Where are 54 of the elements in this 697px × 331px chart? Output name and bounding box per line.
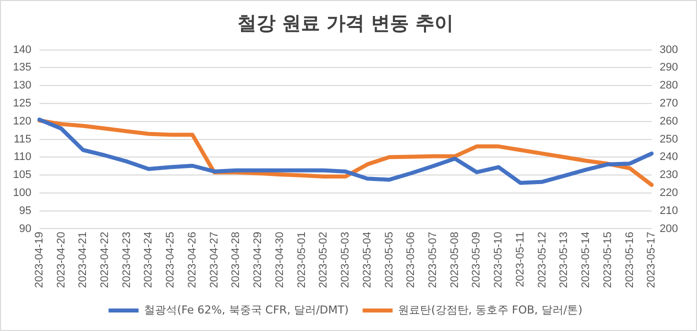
y-tick-label: 135 bbox=[12, 62, 32, 74]
x-tick-label: 2023-05-07 bbox=[427, 232, 439, 288]
y-tick-label: 115 bbox=[14, 133, 32, 146]
x-tick-label: 2023-05-15 bbox=[602, 232, 614, 288]
x-tick-label: 2023-04-25 bbox=[164, 232, 177, 288]
chart-title: 철강 원료 가격 변동 추이 bbox=[237, 12, 454, 34]
x-tick-label: 2023-04-28 bbox=[230, 232, 242, 288]
x-tick-label: 2023-05-16 bbox=[624, 232, 636, 288]
x-tick-label: 2023-05-17 bbox=[646, 232, 658, 288]
x-tick-label: 2023-05-02 bbox=[318, 232, 330, 288]
x-tick-label: 2023-05-12 bbox=[536, 232, 548, 288]
x-tick-label: 2023-05-09 bbox=[470, 232, 483, 288]
x-tick-label: 2023-04-20 bbox=[55, 232, 68, 288]
y-tick-label: 95 bbox=[19, 204, 32, 217]
x-tick-label: 2023-04-19 bbox=[33, 232, 46, 288]
y-tick-label: 125 bbox=[12, 98, 32, 110]
y-tick-label: 105 bbox=[12, 169, 32, 182]
x-tick-label: 2023-05-06 bbox=[405, 232, 418, 288]
y-tick-label: 100 bbox=[12, 186, 32, 199]
y-tick-label: 120 bbox=[12, 115, 32, 128]
y2-tick-label: 290 bbox=[660, 62, 678, 74]
x-tick-label: 2023-04-29 bbox=[252, 232, 264, 288]
y2-tick-label: 240 bbox=[660, 151, 678, 164]
x-tick-label: 2023-05-14 bbox=[580, 232, 592, 288]
x-tick-label: 2023-04-27 bbox=[208, 232, 220, 288]
y2-tick-label: 280 bbox=[660, 80, 678, 92]
y-tick-label: 110 bbox=[14, 151, 32, 164]
y2-tick-label: 200 bbox=[660, 222, 678, 235]
x-tick-label: 2023-04-30 bbox=[274, 232, 286, 288]
y2-tick-label: 230 bbox=[660, 169, 678, 182]
x-tick-label: 2023-05-10 bbox=[492, 232, 505, 288]
x-tick-label: 2023-04-24 bbox=[142, 232, 155, 288]
x-tick-label: 2023-05-01 bbox=[296, 232, 308, 288]
legend-label: 원료탄(강점탄, 동호주 FOB, 달러/톤) bbox=[398, 303, 582, 316]
y2-tick-label: 260 bbox=[660, 115, 678, 128]
x-tick-label: 2023-04-22 bbox=[98, 232, 111, 288]
y2-tick-label: 220 bbox=[660, 186, 678, 199]
x-tick-label: 2023-05-08 bbox=[448, 232, 461, 288]
x-tick-label: 2023-05-04 bbox=[361, 232, 374, 288]
y2-tick-label: 300 bbox=[660, 44, 678, 56]
y-tick-label: 90 bbox=[19, 222, 32, 235]
x-tick-label: 2023-05-03 bbox=[340, 232, 352, 288]
x-tick-label: 2023-04-21 bbox=[77, 232, 90, 288]
x-tick-label: 2023-04-23 bbox=[120, 232, 133, 288]
x-tick-label: 2023-05-05 bbox=[383, 232, 396, 288]
y2-tick-label: 210 bbox=[660, 204, 678, 217]
x-tick-label: 2023-04-26 bbox=[186, 232, 198, 288]
y2-tick-label: 270 bbox=[660, 98, 678, 110]
x-tick-label: 2023-05-11 bbox=[514, 232, 526, 288]
y-tick-label: 140 bbox=[12, 44, 32, 56]
legend-label: 철광석(Fe 62%, 북중국 CFR, 달러/DMT) bbox=[144, 303, 349, 316]
x-tick-label: 2023-05-13 bbox=[558, 232, 570, 288]
y-tick-label: 130 bbox=[12, 80, 32, 92]
y2-tick-label: 250 bbox=[660, 133, 678, 146]
